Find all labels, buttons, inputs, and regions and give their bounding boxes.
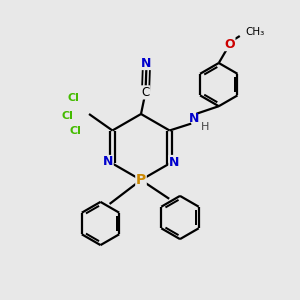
Text: Cl: Cl xyxy=(70,125,82,136)
Text: P: P xyxy=(136,173,146,187)
Text: N: N xyxy=(169,155,179,169)
Text: Cl: Cl xyxy=(68,93,80,103)
Text: H: H xyxy=(200,122,209,133)
Text: N: N xyxy=(141,56,152,70)
Text: C: C xyxy=(141,86,150,99)
Text: N: N xyxy=(189,112,200,125)
Text: CH₃: CH₃ xyxy=(246,27,265,38)
Text: Cl: Cl xyxy=(61,110,74,121)
Text: N: N xyxy=(103,155,113,169)
Text: O: O xyxy=(224,38,235,51)
